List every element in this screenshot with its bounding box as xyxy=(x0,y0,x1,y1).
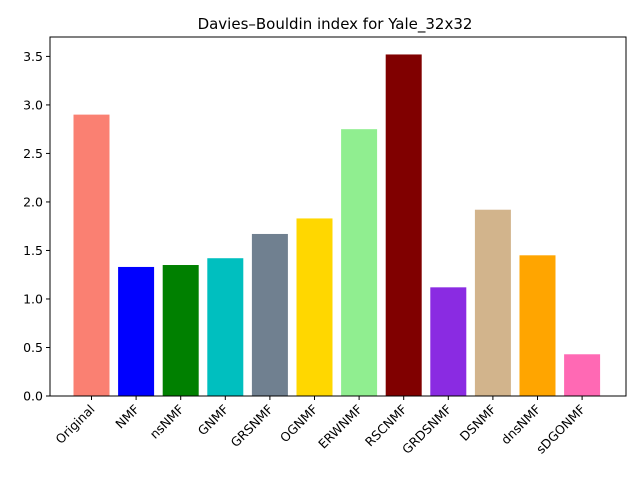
bar-original xyxy=(73,114,110,397)
y-axis: 0.0 0.5 1.0 1.5 2.0 2.5 3.0 3.5 xyxy=(23,49,50,404)
bar-erwnmf xyxy=(341,129,378,397)
x-tick-label: GRSNMF xyxy=(227,402,276,451)
plot-frame xyxy=(49,36,627,397)
bar-nmf xyxy=(118,266,155,396)
chart-title: Davies–Bouldin index for Yale_32x32 xyxy=(198,15,473,34)
bars-group xyxy=(73,54,601,397)
y-tick-label: 2.0 xyxy=(23,194,43,209)
y-tick-label: 0.0 xyxy=(23,389,43,404)
bar-grsnmf xyxy=(251,233,288,396)
y-tick-label: 1.0 xyxy=(23,291,43,306)
bar-ognmf xyxy=(296,218,333,396)
bar-dnsnmf xyxy=(519,255,556,396)
x-tick-label: dnsNMF xyxy=(498,402,544,448)
y-tick-label: 0.5 xyxy=(23,340,43,355)
x-tick-label: DSNMF xyxy=(457,402,499,444)
bar-dsnmf xyxy=(474,209,511,396)
bar-sdgonmf xyxy=(564,354,601,396)
bar-nsnmf xyxy=(162,265,199,396)
bar-gnmf xyxy=(207,258,244,396)
x-tick-label: Original xyxy=(52,402,97,447)
x-tick-label: OGNMF xyxy=(277,402,321,446)
x-tick-label: GNMF xyxy=(195,402,232,439)
y-tick-label: 2.5 xyxy=(23,146,43,161)
x-tick-label: sDGONMF xyxy=(533,402,588,457)
x-tick-label: NMF xyxy=(112,402,142,432)
y-tick-label: 1.5 xyxy=(23,243,43,258)
y-tick-label: 3.0 xyxy=(23,97,43,112)
bar-rscnmf xyxy=(385,54,422,396)
x-tick-label: nsNMF xyxy=(147,402,187,442)
bar-grdsnmf xyxy=(430,287,467,396)
y-tick-label: 3.5 xyxy=(23,49,43,64)
x-tick-label: ERWNMF xyxy=(315,402,365,452)
